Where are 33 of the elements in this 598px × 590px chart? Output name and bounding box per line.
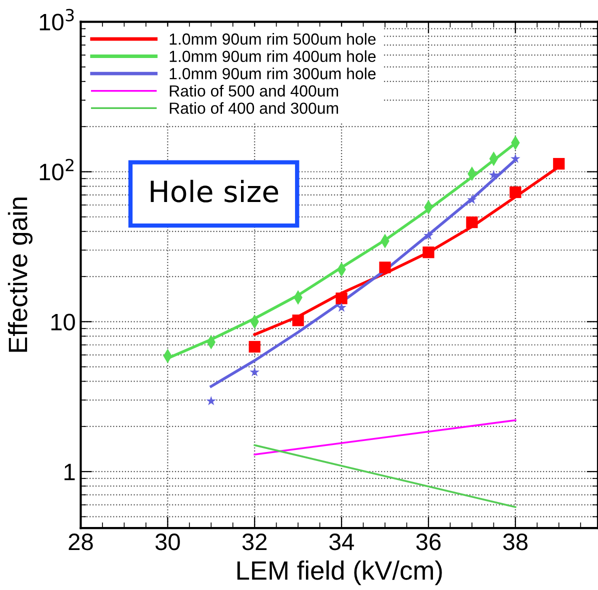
x-tick-label: 34 [329, 534, 354, 550]
y-tick-label: 1 [64, 464, 75, 480]
point [424, 230, 434, 240]
y-tick-label: 10$^{3}$ [40, 8, 74, 30]
x-tick-label: 38 [503, 534, 528, 550]
point [422, 246, 434, 258]
annotation: Hole size [150, 180, 278, 202]
x-tick-label: 28 [68, 534, 93, 550]
legend-label: 1.0mm 90um rim 400um hole [170, 50, 376, 62]
legend-label: Ratio of 400 and 300um [170, 102, 338, 114]
point [336, 292, 348, 304]
y-tick-label: 10$^{2}$ [40, 158, 74, 180]
point [206, 396, 216, 406]
legend-label: Ratio of 500 and 400um [170, 84, 338, 97]
point [336, 302, 346, 312]
legend-label: 1.0mm 90um rim 300um hole [170, 68, 376, 80]
point [467, 194, 477, 204]
point [466, 216, 478, 228]
point [488, 170, 499, 180]
y-axis-title: Effective gain [8, 198, 33, 352]
point [292, 314, 304, 326]
x-tick-label: 30 [155, 534, 180, 550]
point [379, 262, 391, 274]
x-axis-title: LEM field (kV/cm) [237, 560, 442, 586]
point [510, 186, 522, 198]
point [250, 367, 260, 376]
point [553, 158, 565, 170]
point [510, 154, 520, 163]
legend-label: 1.0mm 90um rim 500um hole [170, 33, 376, 45]
x-tick-label: 32 [242, 534, 267, 550]
y-tick-label: 10 [51, 314, 75, 330]
x-tick-label: 36 [416, 534, 441, 550]
point [248, 340, 260, 353]
